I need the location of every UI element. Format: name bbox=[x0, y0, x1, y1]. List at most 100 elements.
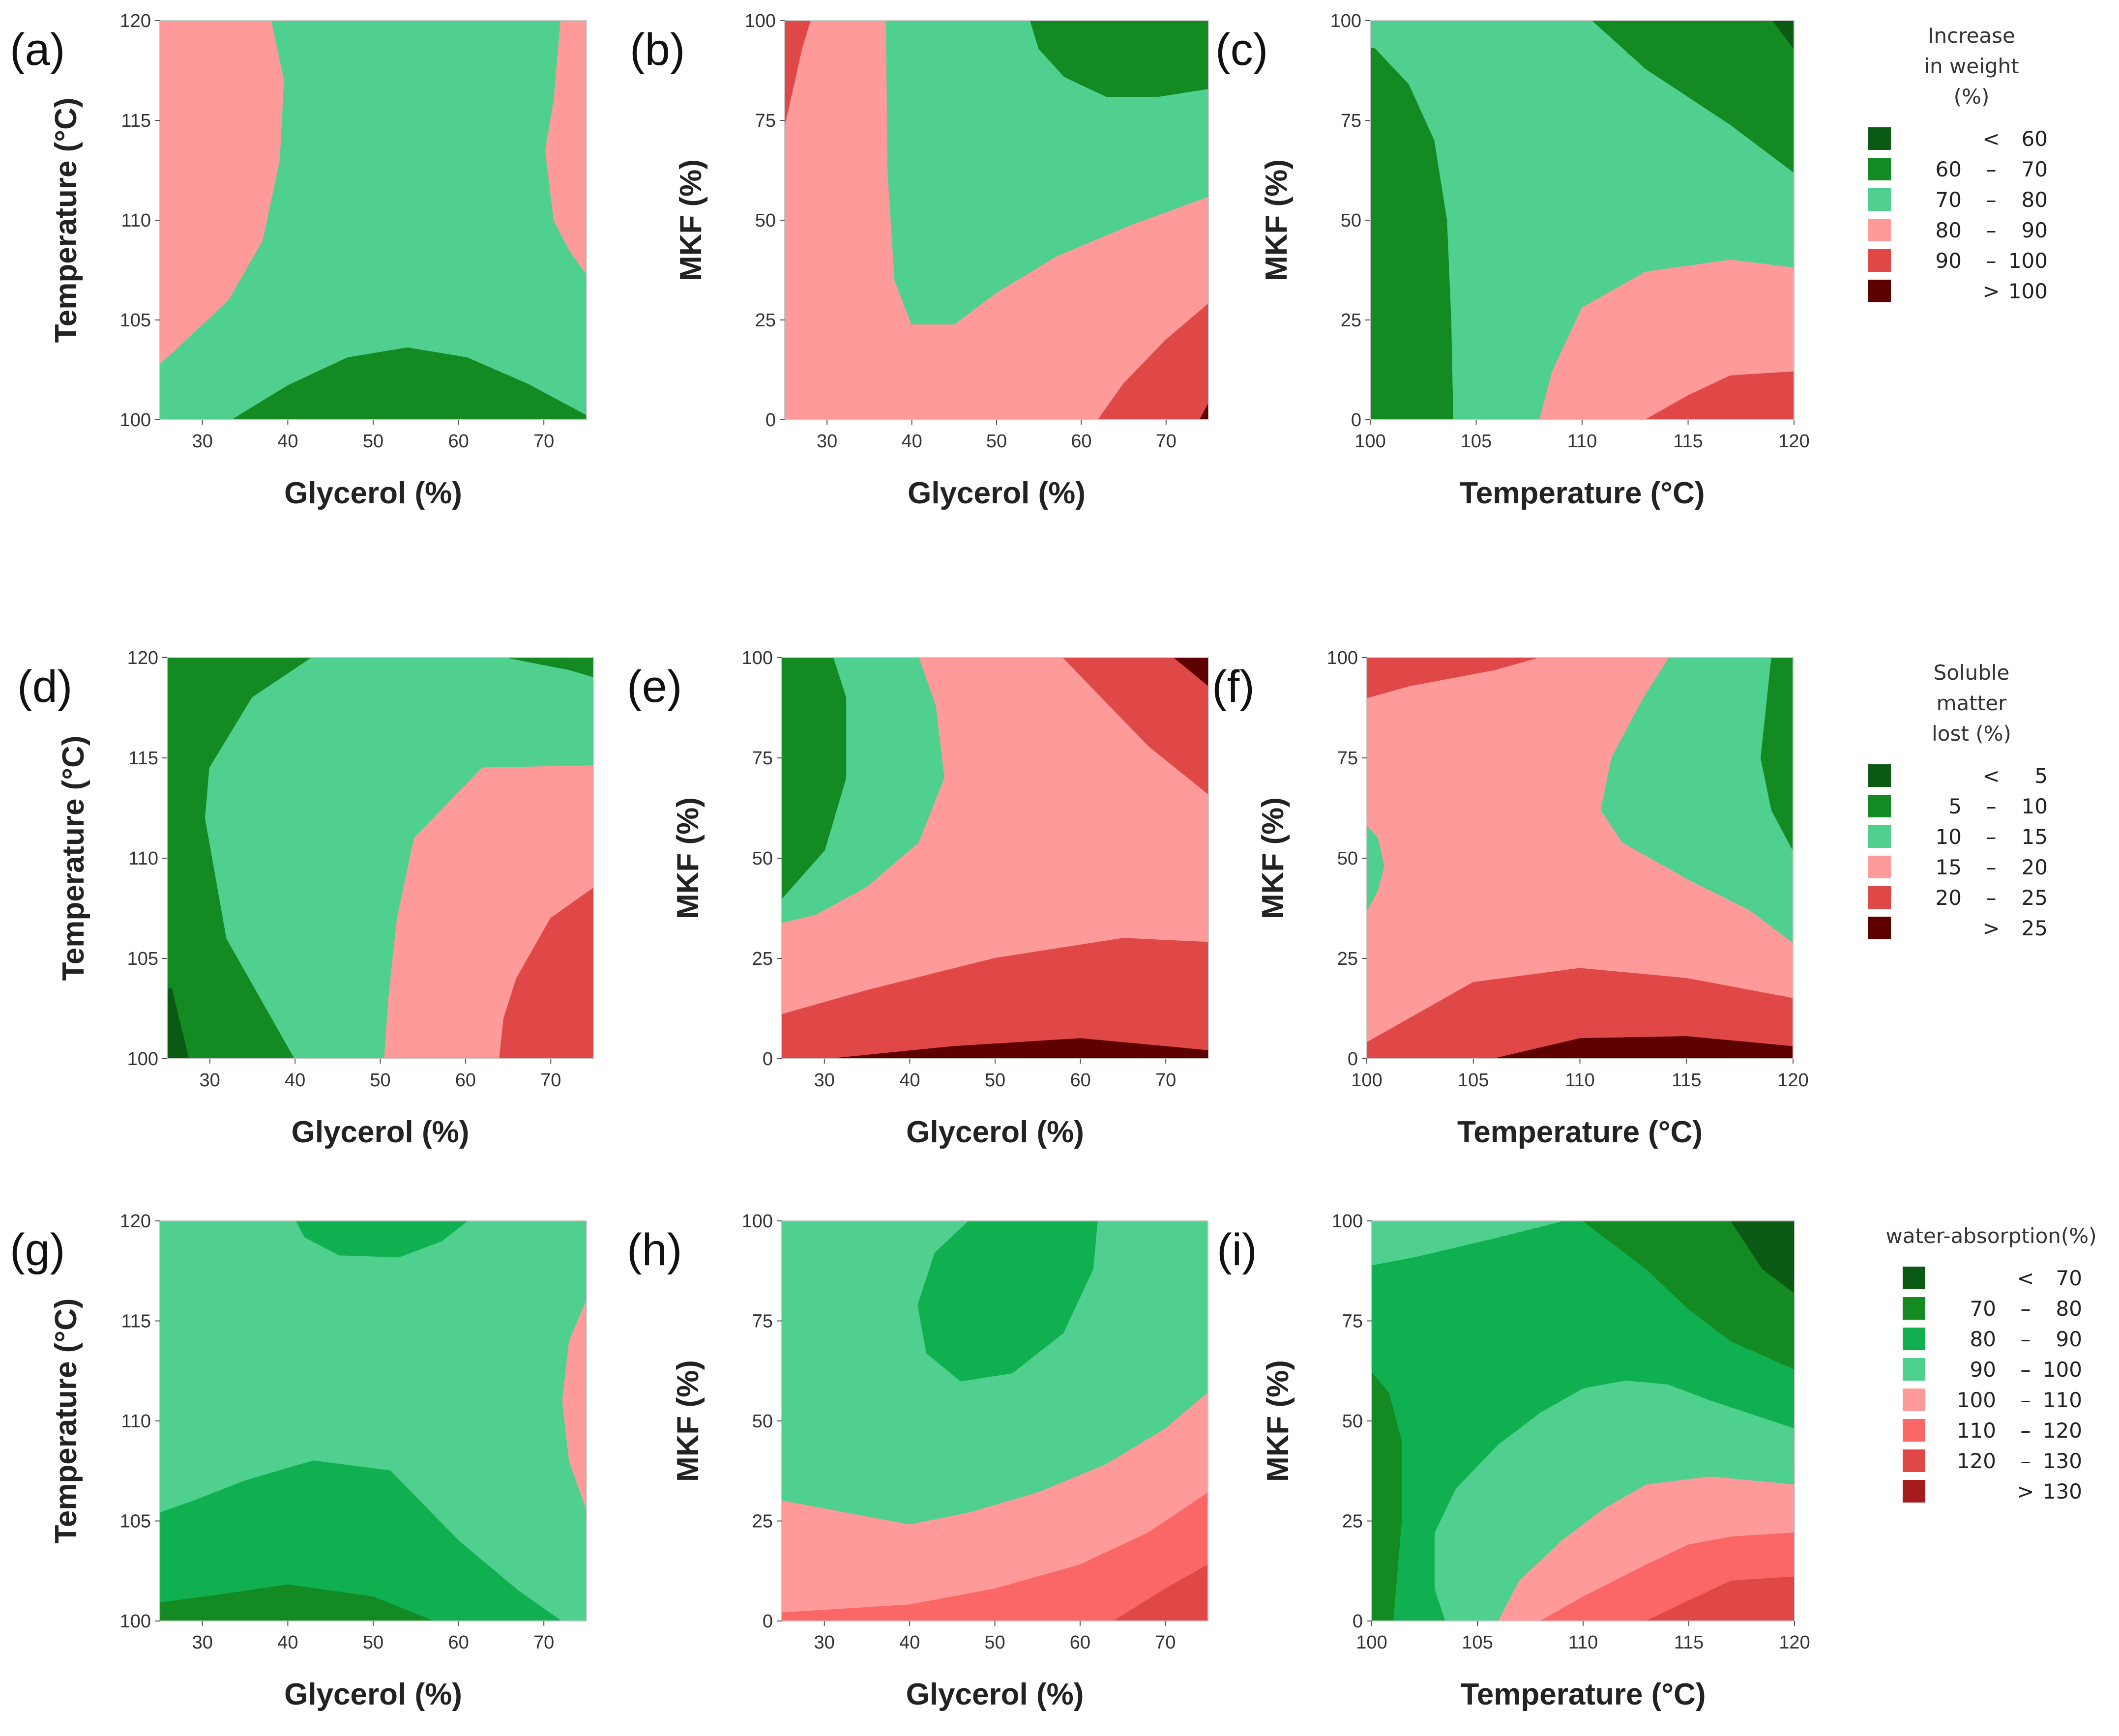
x-tick-label: 120 bbox=[1777, 1070, 1808, 1091]
y-tick-label: 100 bbox=[127, 1049, 158, 1070]
contour-regions bbox=[160, 1221, 587, 1621]
x-tick-label: 115 bbox=[1672, 1070, 1702, 1091]
y-tick-label: 50 bbox=[755, 210, 776, 231]
panel-label: (i) bbox=[1217, 1225, 1257, 1275]
contour-regions bbox=[1370, 21, 1794, 420]
contour-region bbox=[160, 1460, 561, 1621]
y-tick-label: 120 bbox=[120, 1211, 151, 1232]
x-tick-label: 110 bbox=[1565, 1070, 1595, 1091]
contour-region bbox=[1761, 658, 1793, 851]
x-tick-label: 120 bbox=[1779, 1632, 1810, 1653]
legend-title: in weight bbox=[1924, 54, 2019, 78]
x-tick-label: 105 bbox=[1462, 1632, 1493, 1653]
legend-range-high: 100 bbox=[2043, 1358, 2082, 1382]
legend-range-low: 20 bbox=[1936, 886, 1962, 910]
legend-swatch bbox=[1868, 856, 1891, 878]
contour-region bbox=[917, 1221, 1098, 1382]
legend-range-separator: – bbox=[1986, 157, 1997, 181]
x-tick-label: 30 bbox=[814, 1070, 835, 1091]
legend-range-separator: – bbox=[1986, 794, 1997, 818]
x-tick-label: 60 bbox=[455, 1070, 476, 1091]
y-tick-label: 50 bbox=[1341, 210, 1361, 231]
panel-c: 100 105 110 115 120 0 25 50 75 100 Temperature (°C… bbox=[1215, 11, 1810, 510]
contour-region bbox=[232, 347, 587, 420]
legend-range-separator: – bbox=[1986, 825, 1997, 849]
legend-swatch bbox=[1868, 917, 1891, 939]
contour-region bbox=[1199, 403, 1208, 420]
panel-a: 30 40 50 60 70 100 105 110 115 120 Glycerol (%) Tem… bbox=[10, 11, 587, 510]
contour-region bbox=[160, 1584, 434, 1621]
legend-title: water-absorption(%) bbox=[1885, 1224, 2096, 1248]
panel-i: 100 105 110 115 120 0 25 50 75 100 Temperature (°C… bbox=[1217, 1211, 1810, 1711]
legend-range-low: 90 bbox=[1936, 249, 1962, 273]
panel-label: (b) bbox=[630, 25, 685, 75]
legend-range-separator: – bbox=[1986, 188, 1997, 212]
legend-water: water-absorption(%)< 7070–8080–9090–10010… bbox=[1885, 1224, 2096, 1504]
panel-b: 30 40 50 60 70 0 25 50 75 100 Glycerol (%) MKF (%) (… bbox=[630, 11, 1209, 510]
legend-swatch bbox=[1868, 249, 1891, 272]
x-tick-label: 70 bbox=[1156, 431, 1177, 452]
x-axis-label: Glycerol (%) bbox=[906, 1115, 1084, 1149]
legend-title: lost (%) bbox=[1932, 722, 2011, 746]
contour-region bbox=[167, 988, 189, 1059]
legend-range-high: 70 bbox=[2022, 157, 2048, 181]
legend-range-high: 110 bbox=[2043, 1388, 2082, 1412]
legend-range-low: 80 bbox=[1936, 218, 1962, 242]
x-tick-label: 30 bbox=[200, 1070, 220, 1091]
legend-swatch bbox=[1868, 795, 1891, 817]
contour-region bbox=[295, 1221, 468, 1258]
panel-label: (d) bbox=[17, 662, 72, 712]
legend-range-low: 60 bbox=[1936, 157, 1962, 181]
y-axis-label: MKF (%) bbox=[674, 159, 708, 281]
y-tick-label: 110 bbox=[128, 848, 158, 869]
y-tick-label: 100 bbox=[745, 11, 776, 31]
legend-swatch bbox=[1903, 1267, 1925, 1289]
panel-f: 100 105 110 115 120 0 25 50 75 100 Temperature (°C… bbox=[1212, 648, 1809, 1149]
legend-range-high: 70 bbox=[2056, 1266, 2082, 1290]
y-axis-label: MKF (%) bbox=[1261, 1360, 1295, 1482]
contour-region bbox=[782, 1492, 1208, 1621]
legend-swatch bbox=[1903, 1328, 1925, 1350]
legend-range-high: 10 bbox=[2022, 794, 2048, 818]
legend-range-separator: – bbox=[2021, 1418, 2031, 1443]
x-tick-label: 40 bbox=[277, 1632, 298, 1653]
contour-region bbox=[1097, 303, 1208, 420]
x-tick-label: 40 bbox=[277, 431, 298, 452]
contour-region bbox=[1372, 1221, 1562, 1266]
y-tick-label: 115 bbox=[121, 1311, 151, 1332]
contour-region bbox=[1731, 1221, 1795, 1294]
x-tick-label: 60 bbox=[448, 431, 469, 452]
panel-label: (c) bbox=[1215, 25, 1268, 75]
legend-title: Increase bbox=[1928, 24, 2015, 48]
y-tick-label: 0 bbox=[763, 1049, 773, 1070]
y-tick-label: 75 bbox=[752, 748, 773, 769]
contour-region bbox=[1030, 21, 1208, 97]
panel-label: (f) bbox=[1212, 662, 1255, 712]
legend-swatch bbox=[1868, 825, 1891, 848]
legend-range-separator: – bbox=[1986, 218, 1997, 242]
y-tick-label: 105 bbox=[120, 1511, 151, 1532]
legend-title: matter bbox=[1937, 691, 2007, 715]
contour-region bbox=[782, 938, 1208, 1059]
contour-regions bbox=[167, 658, 593, 1059]
contour-region bbox=[1494, 1036, 1793, 1059]
y-tick-label: 100 bbox=[1330, 11, 1361, 31]
y-tick-label: 25 bbox=[1341, 310, 1361, 331]
x-tick-label: 100 bbox=[1354, 431, 1385, 452]
x-tick-label: 105 bbox=[1458, 1070, 1489, 1091]
x-axis-label: Glycerol (%) bbox=[284, 1678, 462, 1711]
contour-regions bbox=[782, 658, 1208, 1059]
legend-range-high: 100 bbox=[2008, 249, 2048, 273]
y-axis-label: Temperature (°C) bbox=[49, 1298, 83, 1543]
x-axis-label: Temperature (°C) bbox=[1459, 476, 1705, 510]
x-tick-label: 60 bbox=[1071, 431, 1091, 452]
x-axis-label: Temperature (°C) bbox=[1460, 1678, 1706, 1711]
contour-regions bbox=[782, 1221, 1208, 1621]
contour-region bbox=[1600, 658, 1793, 943]
legend-title: (%) bbox=[1954, 85, 1990, 109]
x-tick-label: 50 bbox=[985, 1070, 1005, 1091]
legend-range-low: 80 bbox=[1970, 1327, 1996, 1351]
contour-region bbox=[1174, 658, 1208, 687]
y-tick-label: 0 bbox=[763, 1611, 773, 1632]
